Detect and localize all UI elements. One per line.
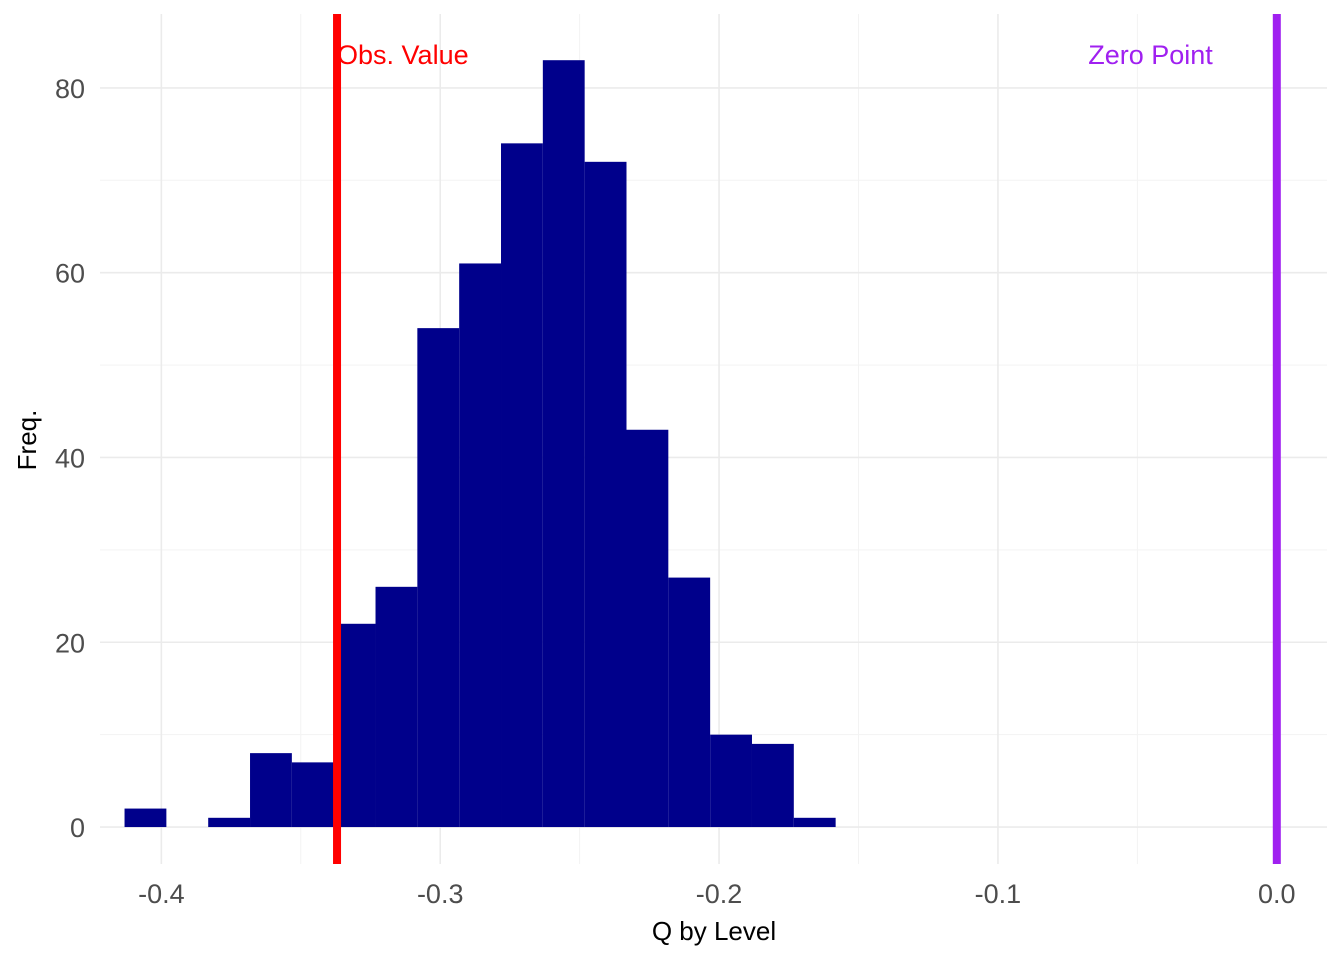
reference-label: Obs. Value xyxy=(337,40,469,70)
x-tick-label: -0.1 xyxy=(975,879,1022,909)
histogram-bar xyxy=(459,263,502,828)
x-tick-label: -0.4 xyxy=(138,879,185,909)
x-tick-label: -0.3 xyxy=(417,879,464,909)
histogram-bar xyxy=(751,743,794,828)
histogram-bar xyxy=(793,817,836,828)
y-tick-label: 20 xyxy=(55,628,85,658)
y-tick-label: 80 xyxy=(55,74,85,104)
histogram-bar xyxy=(208,817,251,828)
y-axis-title: Freq. xyxy=(12,410,42,471)
histogram-bar xyxy=(626,429,669,828)
x-tick-label: 0.0 xyxy=(1258,879,1296,909)
histogram-bar xyxy=(668,577,711,828)
histogram-bar xyxy=(501,143,543,828)
x-tick-label: -0.2 xyxy=(696,879,743,909)
y-axis-ticks: 0 20 40 60 80 xyxy=(55,74,85,843)
y-tick-label: 60 xyxy=(55,259,85,289)
reference-label: Zero Point xyxy=(1088,40,1213,70)
histogram-bar xyxy=(417,328,460,828)
histogram-bar xyxy=(124,808,167,828)
x-axis-ticks: -0.4 -0.3 -0.2 -0.1 0.0 xyxy=(138,879,1295,909)
histogram-bar xyxy=(250,753,292,828)
y-tick-label: 0 xyxy=(70,813,85,843)
x-axis-title: Q by Level xyxy=(652,916,776,946)
y-tick-label: 40 xyxy=(55,443,85,473)
histogram-bar xyxy=(584,161,627,828)
histogram-bar xyxy=(375,586,418,828)
histogram-bar xyxy=(542,60,585,828)
histogram-bar xyxy=(710,734,752,828)
histogram-bars xyxy=(124,60,836,828)
reference-lines: Obs. Value Zero Point xyxy=(333,14,1281,864)
histogram-bar xyxy=(291,762,334,828)
